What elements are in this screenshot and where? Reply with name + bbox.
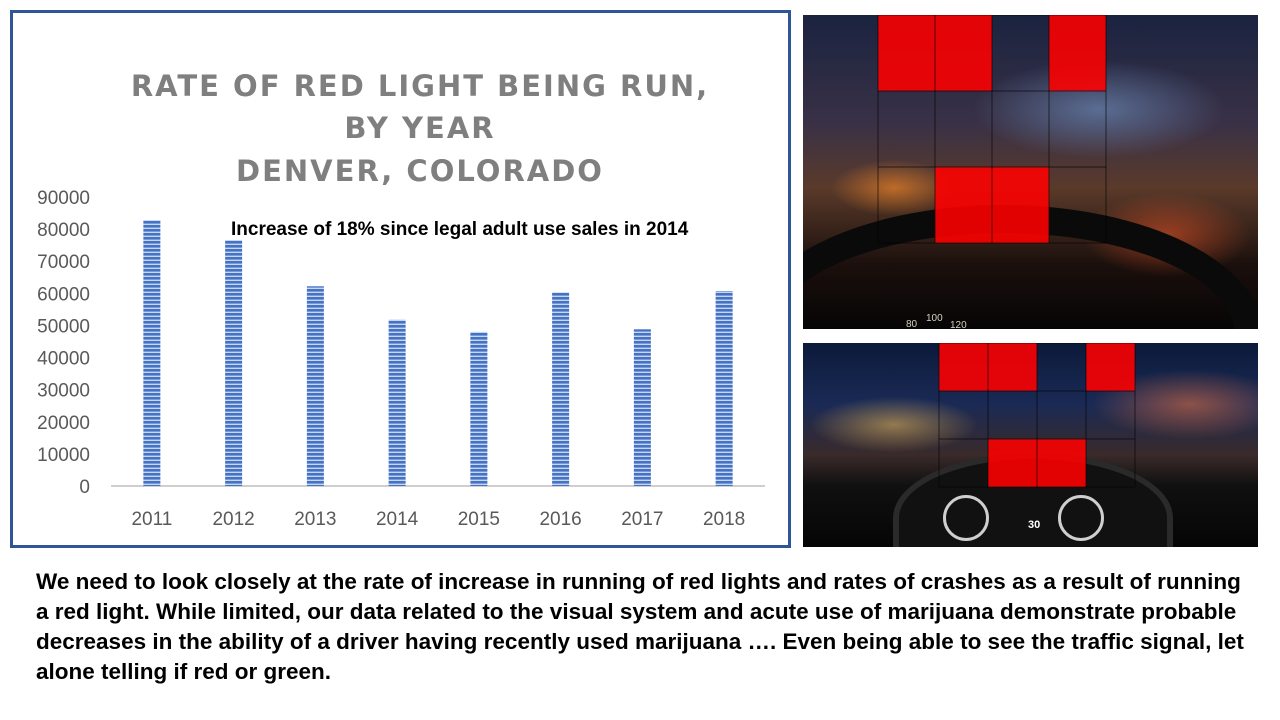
y-tick-50000: 50000 xyxy=(37,316,90,337)
y-tick-0: 0 xyxy=(79,477,90,498)
chart-title-line-2: BY YEAR xyxy=(344,111,495,145)
bar-2014 xyxy=(388,319,406,486)
y-tick-20000: 20000 xyxy=(37,413,90,434)
y-tick-90000: 90000 xyxy=(37,188,90,209)
bar-2012 xyxy=(225,240,243,486)
speed-readout: 30 xyxy=(1028,519,1040,531)
bar-2018 xyxy=(715,291,733,486)
top-red-cell-1 xyxy=(935,15,992,91)
bottom-red-cell-2 xyxy=(1086,343,1135,391)
gauge-left xyxy=(943,495,989,541)
chart-title-line-3: DENVER, COLORADO xyxy=(236,154,604,188)
x-tick-2011: 2011 xyxy=(131,509,172,530)
bar-2016 xyxy=(552,292,570,486)
bottom-red-cell-3 xyxy=(988,439,1037,487)
top-red-cell-2 xyxy=(1049,15,1106,91)
bar-2011 xyxy=(143,220,161,486)
bottom-red-cell-0 xyxy=(939,343,988,391)
caption-text: We need to look closely at the rate of i… xyxy=(36,569,1244,684)
y-tick-30000: 30000 xyxy=(37,381,90,402)
vision-grid-overlay-bottom: 30 xyxy=(938,343,1136,531)
speedometer-tick-120: 120 xyxy=(950,320,967,329)
bottom-red-cell-1 xyxy=(988,343,1037,391)
x-tick-2015: 2015 xyxy=(458,509,500,530)
gauge-right xyxy=(1058,495,1104,541)
y-tick-70000: 70000 xyxy=(37,252,90,273)
y-tick-10000: 10000 xyxy=(37,445,90,466)
x-tick-2018: 2018 xyxy=(703,509,745,530)
speedometer-tick-80: 80 xyxy=(906,319,918,329)
x-tick-2016: 2016 xyxy=(539,509,581,530)
y-tick-80000: 80000 xyxy=(37,220,90,241)
x-tick-2014: 2014 xyxy=(376,509,419,530)
chart-annotation: Increase of 18% since legal adult use sa… xyxy=(231,219,689,240)
x-tick-2017: 2017 xyxy=(621,509,663,530)
bottom-red-cell-4 xyxy=(1037,439,1086,487)
x-tick-2012: 2012 xyxy=(212,509,254,530)
bar-2017 xyxy=(633,329,651,486)
night-windshield-photo: 80 100 120 xyxy=(803,15,1258,329)
speedometer-tick-100: 100 xyxy=(926,313,943,324)
y-tick-60000: 60000 xyxy=(37,284,90,305)
y-tick-40000: 40000 xyxy=(37,349,90,370)
chart-panel: RATE OF RED LIGHT BEING RUN, BY YEAR DENVE… xyxy=(10,10,791,548)
top-red-cell-0 xyxy=(878,15,935,91)
top-red-cell-3 xyxy=(935,167,992,243)
chart-title-line-1: RATE OF RED LIGHT BEING RUN, xyxy=(131,69,709,103)
night-dashboard-photo: 30 xyxy=(803,343,1258,547)
bar-2013 xyxy=(306,286,324,486)
x-tick-2013: 2013 xyxy=(294,509,336,530)
vision-grid-overlay-top: 80 100 120 xyxy=(877,15,1107,329)
top-red-cell-4 xyxy=(992,167,1049,243)
bar-2015 xyxy=(470,331,488,486)
bar-chart: RATE OF RED LIGHT BEING RUN, BY YEAR DENVE… xyxy=(37,69,765,530)
